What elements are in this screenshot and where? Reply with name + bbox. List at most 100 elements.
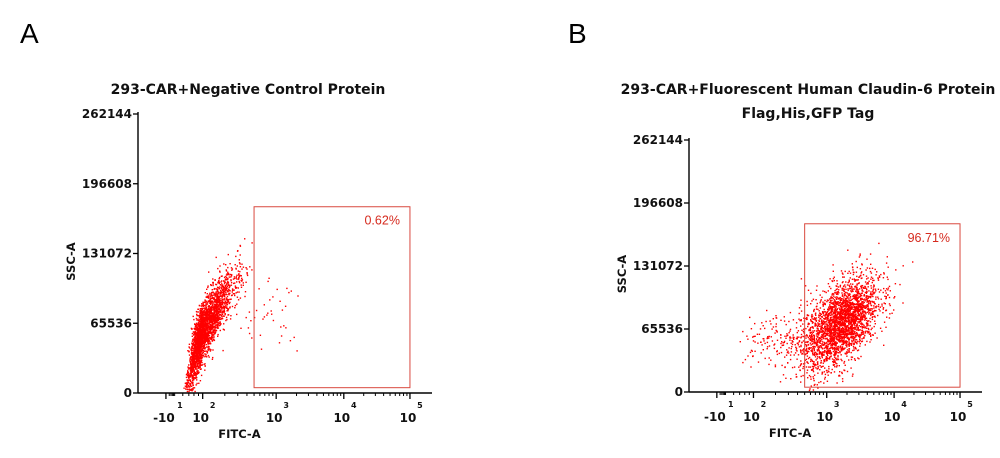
scatter-point <box>237 287 239 289</box>
scatter-point <box>842 318 844 320</box>
scatter-point <box>193 360 195 362</box>
scatter-point <box>214 293 216 295</box>
scatter-point <box>206 300 208 302</box>
scatter-point <box>818 346 821 349</box>
scatter-point <box>842 316 844 318</box>
scatter-point <box>857 308 859 311</box>
scatter-point <box>838 365 840 367</box>
scatter-point <box>846 349 849 351</box>
scatter-point <box>198 339 201 342</box>
scatter-point <box>852 316 855 318</box>
scatter-point <box>227 271 229 273</box>
scatter-point <box>202 303 204 305</box>
scatter-point <box>200 337 202 339</box>
scatter-point <box>835 344 837 346</box>
scatter-point <box>218 315 220 317</box>
scatter-point <box>854 339 857 341</box>
scatter-point <box>836 346 838 348</box>
scatter-point <box>853 343 855 345</box>
scatter-point <box>825 330 827 332</box>
scatter-point <box>856 266 858 269</box>
scatter-point <box>186 383 188 385</box>
scatter-point <box>848 313 850 316</box>
scatter-point <box>192 342 195 344</box>
scatter-point <box>296 350 298 352</box>
scatter-point <box>239 297 242 299</box>
scatter-point <box>238 273 240 275</box>
scatter-point <box>204 343 206 346</box>
scatter-point <box>845 281 847 283</box>
scatter-point <box>227 266 229 269</box>
scatter-point <box>870 291 872 293</box>
scatter-point <box>821 296 823 299</box>
scatter-point <box>207 340 209 343</box>
scatter-point <box>220 307 222 309</box>
scatter-point <box>885 296 887 298</box>
scatter-point <box>279 300 281 302</box>
scatter-point <box>830 355 832 357</box>
scatter-point <box>870 328 872 331</box>
scatter-point <box>847 321 849 323</box>
scatter-point <box>842 304 844 306</box>
scatter-point <box>198 327 200 329</box>
scatter-point <box>236 296 239 298</box>
scatter-point <box>815 289 818 291</box>
scatter-point <box>187 350 189 352</box>
scatter-point <box>213 298 215 301</box>
scatter-point <box>195 377 197 380</box>
scatter-point <box>826 347 828 349</box>
scatter-point <box>867 310 870 312</box>
scatter-point <box>818 345 820 348</box>
scatter-point <box>839 326 841 329</box>
scatter-point <box>823 347 826 349</box>
scatter-point <box>212 313 215 316</box>
scatter-point <box>835 298 837 300</box>
scatter-point <box>869 308 871 310</box>
scatter-point <box>815 308 818 310</box>
scatter-point <box>192 366 194 368</box>
scatter-point <box>205 328 208 330</box>
scatter-point <box>824 290 826 293</box>
scatter-point <box>821 324 823 327</box>
scatter-point <box>824 299 826 302</box>
scatter-point <box>237 278 240 280</box>
scatter-point <box>227 283 230 285</box>
scatter-point <box>831 310 834 312</box>
scatter-point <box>810 378 812 380</box>
scatter-point <box>246 274 249 277</box>
scatter-point <box>850 335 852 337</box>
scatter-point <box>849 302 851 305</box>
scatter-point <box>185 382 188 384</box>
scatter-point <box>189 384 192 387</box>
scatter-point <box>225 319 227 322</box>
scatter-point <box>849 323 852 325</box>
scatter-point <box>825 360 828 362</box>
scatter-point <box>251 269 253 271</box>
scatter-point <box>204 313 206 315</box>
scatter-point <box>837 338 840 340</box>
scatter-point <box>826 326 828 328</box>
scatter-point <box>226 283 228 285</box>
scatter-point <box>221 286 223 288</box>
scatter-point <box>268 277 270 279</box>
scatter-point <box>208 307 210 309</box>
scatter-point <box>209 336 211 339</box>
scatter-point <box>779 381 782 383</box>
scatter-point <box>861 297 863 300</box>
scatter-point <box>810 376 812 378</box>
scatter-point <box>226 285 229 288</box>
scatter-point <box>864 307 866 309</box>
scatter-point <box>885 309 887 312</box>
scatter-point <box>862 290 864 292</box>
scatter-point <box>841 359 843 362</box>
scatter-point <box>197 308 200 310</box>
scatter-point <box>832 315 835 317</box>
scatter-point <box>853 306 855 308</box>
scatter-point <box>194 349 196 352</box>
scatter-point <box>221 285 224 287</box>
scatter-point <box>855 326 857 328</box>
scatter-point <box>812 298 815 300</box>
scatter-point <box>814 342 816 345</box>
scatter-point <box>866 300 869 302</box>
scatter-point <box>206 336 209 338</box>
